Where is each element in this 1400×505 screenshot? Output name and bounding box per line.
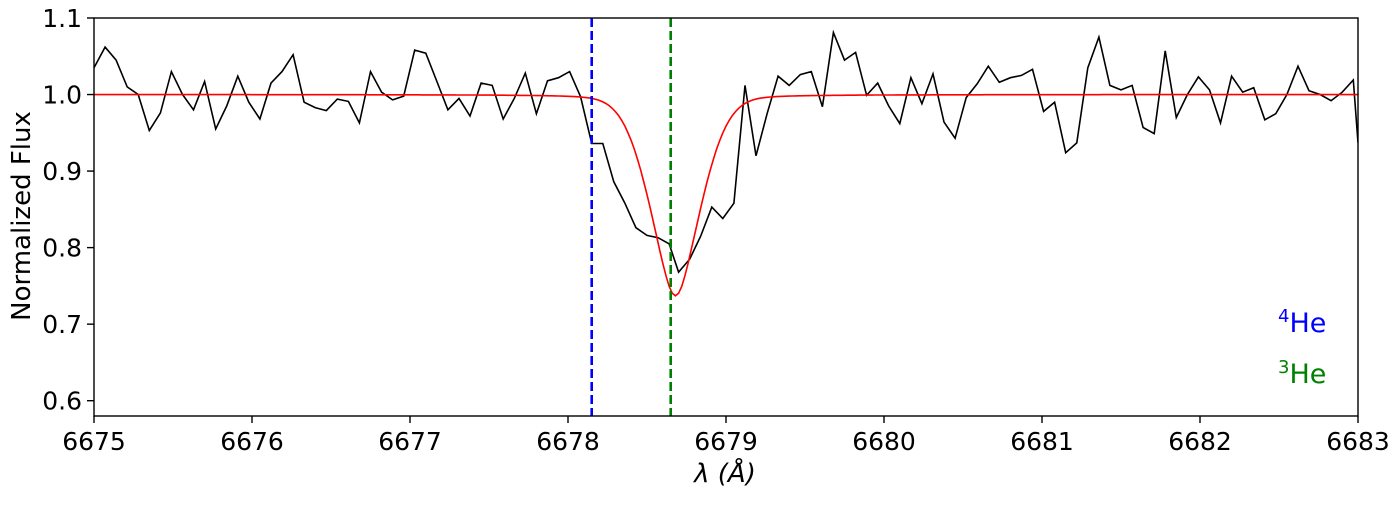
x-tick-label: 6675 bbox=[62, 427, 126, 456]
x-tick-label: 6681 bbox=[1010, 427, 1074, 456]
y-axis-label: Normalized Flux bbox=[7, 111, 37, 321]
y-tick-label: 0.7 bbox=[42, 310, 82, 339]
series-observed-line bbox=[94, 29, 1358, 274]
x-tick-label: 6679 bbox=[694, 427, 758, 456]
axes: 6675 6676 6677 6678 6679 6680 6681 6682 6683 0.6 0… bbox=[42, 4, 1390, 456]
x-tick-label: 6677 bbox=[378, 427, 442, 456]
y-tick-label: 0.8 bbox=[42, 234, 82, 263]
x-tick-label: 6680 bbox=[852, 427, 916, 456]
x-axis-label: λ (Å) bbox=[692, 457, 756, 489]
annotation-he4-text: He bbox=[1289, 308, 1326, 339]
plot-frame bbox=[93, 17, 1359, 417]
x-tick-label: 6678 bbox=[536, 427, 600, 456]
annotation-he3: 3He bbox=[1278, 357, 1326, 390]
annotation-he3-text: He bbox=[1289, 359, 1326, 390]
x-tick-label: 6682 bbox=[1168, 427, 1232, 456]
annotation-he3-sup: 3 bbox=[1278, 357, 1289, 378]
x-tick-label: 6683 bbox=[1326, 427, 1390, 456]
plot-area bbox=[94, 18, 1358, 416]
y-tick-label: 0.6 bbox=[42, 387, 82, 416]
annotation-he4: 4He bbox=[1278, 306, 1326, 339]
y-tick-label: 1.0 bbox=[42, 81, 82, 110]
y-tick-label: 1.1 bbox=[42, 4, 82, 33]
annotation-he4-sup: 4 bbox=[1278, 306, 1289, 327]
y-tick-label: 0.9 bbox=[42, 157, 82, 186]
series-model-line bbox=[94, 93, 1358, 297]
x-tick-label: 6676 bbox=[220, 427, 284, 456]
